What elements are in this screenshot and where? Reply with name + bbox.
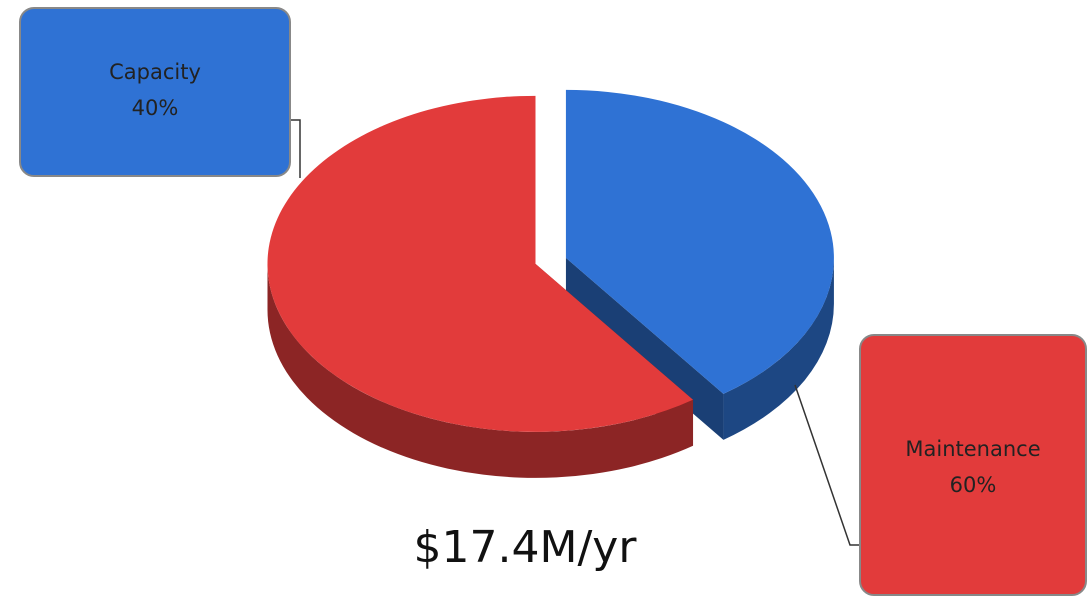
callout-box (860, 335, 1086, 595)
leader-line (795, 385, 862, 545)
chart: $17.4M/yr Capacity 40% Maintenance 60% (0, 0, 1091, 599)
callout-box (20, 8, 290, 176)
data-label: 60% (950, 473, 997, 497)
page: $17.4M/yr Capacity40%Maintenance60% (() … (0, 0, 1091, 599)
legend-label: Maintenance (905, 437, 1040, 461)
total-annotation: $17.4M/yr (414, 522, 638, 573)
legend-label: Capacity (109, 60, 201, 84)
leader-line (290, 120, 300, 178)
data-label: 40% (132, 96, 179, 120)
